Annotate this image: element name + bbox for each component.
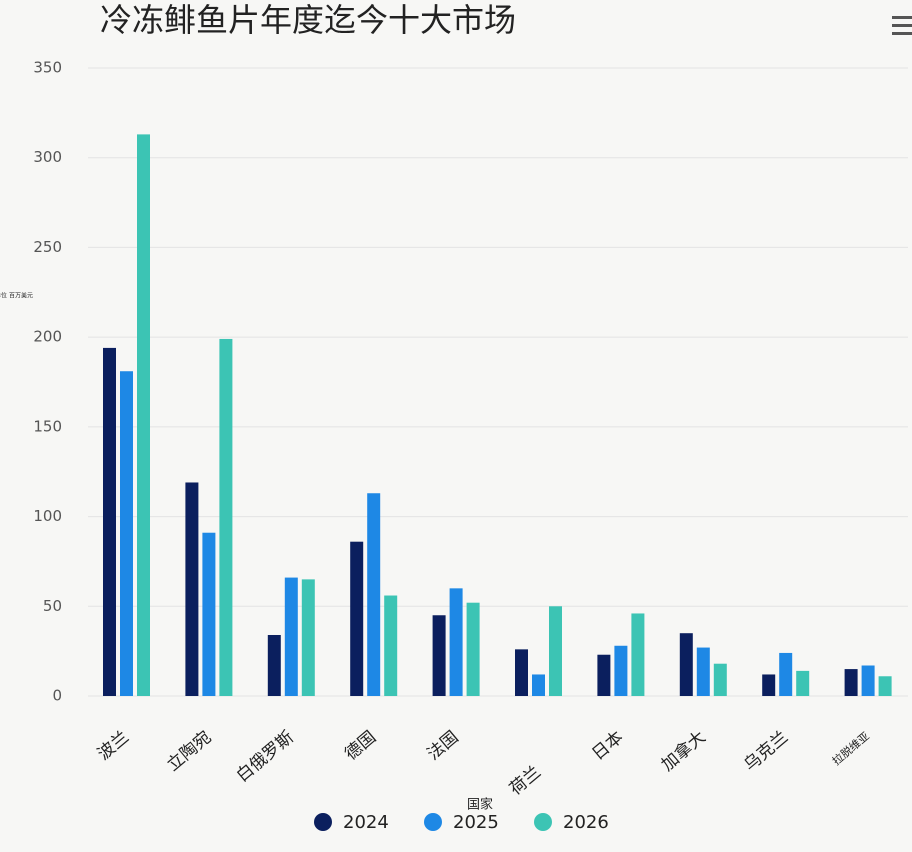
bar <box>762 674 776 696</box>
legend-label: 2024 <box>343 812 389 833</box>
y-axis-label: 价值单位 百万美元 <box>0 292 33 300</box>
bar <box>696 647 710 696</box>
legend-marker <box>424 813 442 831</box>
chart-title: 冷冻鲱鱼片年度迄今十大市场 <box>100 1 516 39</box>
x-tick-label: 拉脱维亚 <box>829 729 872 768</box>
legend-label: 2025 <box>453 812 499 833</box>
x-tick-label: 荷兰 <box>506 762 545 799</box>
y-tick-label: 200 <box>33 328 62 346</box>
x-tick-label: 白俄罗斯 <box>233 727 298 786</box>
legend-label: 2026 <box>563 812 609 833</box>
menu-button[interactable] <box>892 16 912 35</box>
bar <box>597 654 611 696</box>
bar <box>614 645 628 696</box>
bar <box>861 665 875 696</box>
bar <box>202 532 216 696</box>
bar <box>350 541 364 696</box>
bar <box>384 595 398 696</box>
x-tick-label: 日本 <box>588 727 627 764</box>
x-tick-label: 法国 <box>424 727 463 764</box>
bar <box>267 634 281 696</box>
bar <box>120 371 133 696</box>
x-tick-label: 波兰 <box>94 727 133 764</box>
bar <box>779 652 793 696</box>
bar <box>185 482 199 696</box>
menu-icon-bar <box>892 24 912 27</box>
bar <box>679 633 693 696</box>
y-tick-label: 300 <box>33 148 62 166</box>
bar <box>631 613 645 696</box>
bar <box>103 347 116 696</box>
x-tick-label: 加拿大 <box>657 727 710 776</box>
y-tick-label: 100 <box>33 507 62 525</box>
y-tick-label: 50 <box>43 597 62 615</box>
x-axis-label: 国家 <box>467 797 493 813</box>
bar <box>549 606 562 696</box>
bar <box>515 649 528 696</box>
bar <box>532 674 545 696</box>
bar <box>713 663 727 696</box>
bar <box>284 577 298 696</box>
bar <box>432 615 446 696</box>
bar <box>449 588 463 696</box>
bar <box>466 602 480 696</box>
y-tick-label: 250 <box>33 238 62 256</box>
bar <box>844 669 858 696</box>
y-tick-label: 150 <box>33 417 62 435</box>
y-tick-label: 350 <box>33 59 62 77</box>
legend-marker <box>534 813 552 831</box>
menu-icon-bar <box>892 16 912 19</box>
bar <box>796 670 810 696</box>
x-tick-label: 乌克兰 <box>740 727 792 775</box>
legend-marker <box>314 813 332 831</box>
bar <box>137 134 150 697</box>
bar <box>219 338 233 696</box>
y-tick-label: 0 <box>52 687 62 705</box>
x-tick-label: 立陶宛 <box>163 727 215 775</box>
menu-icon-bar <box>892 32 912 35</box>
bar <box>878 676 892 696</box>
bar <box>301 579 315 696</box>
bar <box>367 493 381 696</box>
x-tick-label: 德国 <box>341 727 380 764</box>
